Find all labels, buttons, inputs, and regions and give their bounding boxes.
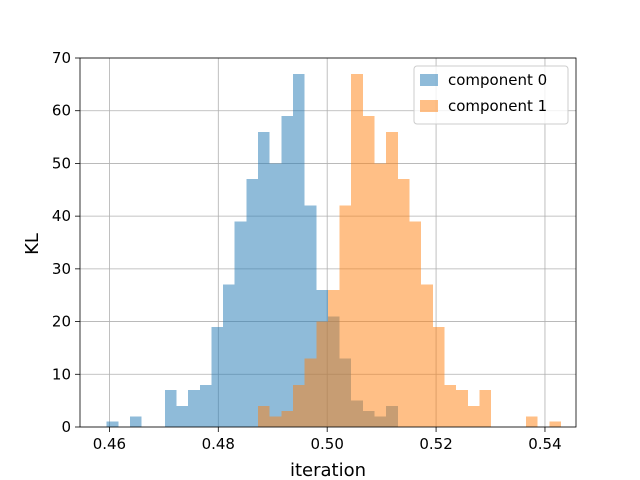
- histogram-bars: [106, 73, 561, 428]
- bar-series-1-bin-6: [327, 289, 340, 427]
- legend-box: [413, 65, 569, 125]
- bar-series-1-bin-19: [479, 390, 492, 427]
- x-tick-label: 0.54: [528, 435, 561, 453]
- x-tick-label: 0.46: [93, 435, 126, 453]
- bar-series-1-bin-4: [304, 358, 317, 427]
- x-tick-label: 0.48: [202, 435, 235, 453]
- bar-series-1-bin-5: [316, 321, 328, 427]
- x-axis-ticks: 0.46 0.48 0.50 0.52 0.54: [93, 427, 562, 453]
- bar-series-1-bin-15: [432, 326, 445, 427]
- bar-series-1-bin-3: [292, 384, 305, 427]
- y-tick-label: 70: [52, 49, 71, 67]
- series-1-bars: [258, 73, 561, 428]
- legend-label-0: component 0: [448, 71, 547, 89]
- bar-series-0-bin-6: [211, 326, 224, 427]
- bar-series-1-bin-17: [456, 390, 468, 427]
- y-tick-label: 20: [52, 313, 71, 331]
- bar-series-0-bin-5: [199, 384, 212, 427]
- bar-series-1-bin-10: [374, 163, 387, 427]
- bar-series-1-bin-20: [526, 416, 538, 427]
- bar-series-1-bin-8: [351, 73, 363, 428]
- bar-series-1-bin-12: [397, 179, 410, 427]
- bar-series-0-bin-8: [234, 221, 247, 427]
- bar-series-0-bin-2: [164, 390, 177, 427]
- bar-series-1-bin-18: [467, 405, 480, 427]
- bar-series-1-bin-2: [281, 411, 293, 427]
- bar-series-1-bin-1: [269, 416, 282, 427]
- legend: component 0 component 1: [413, 65, 569, 125]
- bar-series-1-bin-11: [386, 131, 398, 428]
- bar-series-0-bin-4: [188, 390, 200, 427]
- y-tick-label: 10: [52, 365, 71, 383]
- y-tick-label: 50: [52, 154, 71, 172]
- y-tick-label: 30: [52, 260, 71, 278]
- bar-series-0-bin-11: [269, 163, 282, 427]
- bar-series-0-bin-0: [106, 421, 119, 427]
- axes-spines: [79, 57, 577, 428]
- bar-series-1-bin-21: [549, 421, 561, 427]
- bar-series-1-bin-16: [444, 384, 457, 427]
- bar-series-0-bin-9: [246, 179, 259, 427]
- bar-series-0-bin-3: [176, 405, 189, 427]
- legend-swatch-1: [420, 100, 438, 112]
- x-tick-label: 0.50: [310, 435, 343, 453]
- y-axis-label: KL: [22, 233, 43, 255]
- x-axis-label: iteration: [290, 460, 366, 480]
- bar-series-0-bin-7: [223, 284, 235, 427]
- bar-series-0-bin-12: [281, 115, 293, 427]
- bar-series-0-bin-13: [292, 73, 305, 428]
- bar-series-0-bin-10: [258, 131, 270, 428]
- bar-series-1-bin-14: [421, 284, 433, 427]
- bar-series-1-bin-9: [362, 115, 375, 427]
- y-tick-label: 60: [52, 102, 71, 120]
- legend-label-1: component 1: [448, 97, 547, 115]
- bar-series-1-bin-0: [258, 405, 270, 427]
- axes-frame: [79, 57, 577, 428]
- bar-series-1-bin-7: [339, 205, 352, 427]
- y-tick-label: 40: [52, 207, 71, 225]
- x-tick-label: 0.52: [419, 435, 452, 453]
- bar-series-0-bin-1: [129, 416, 142, 427]
- bar-series-0-bin-14: [304, 205, 317, 427]
- bar-series-1-bin-13: [409, 221, 422, 427]
- y-axis-ticks: 0 10 20 30 40 50 60 70: [52, 49, 80, 436]
- y-tick-label: 0: [61, 418, 71, 436]
- legend-swatch-0: [420, 74, 438, 86]
